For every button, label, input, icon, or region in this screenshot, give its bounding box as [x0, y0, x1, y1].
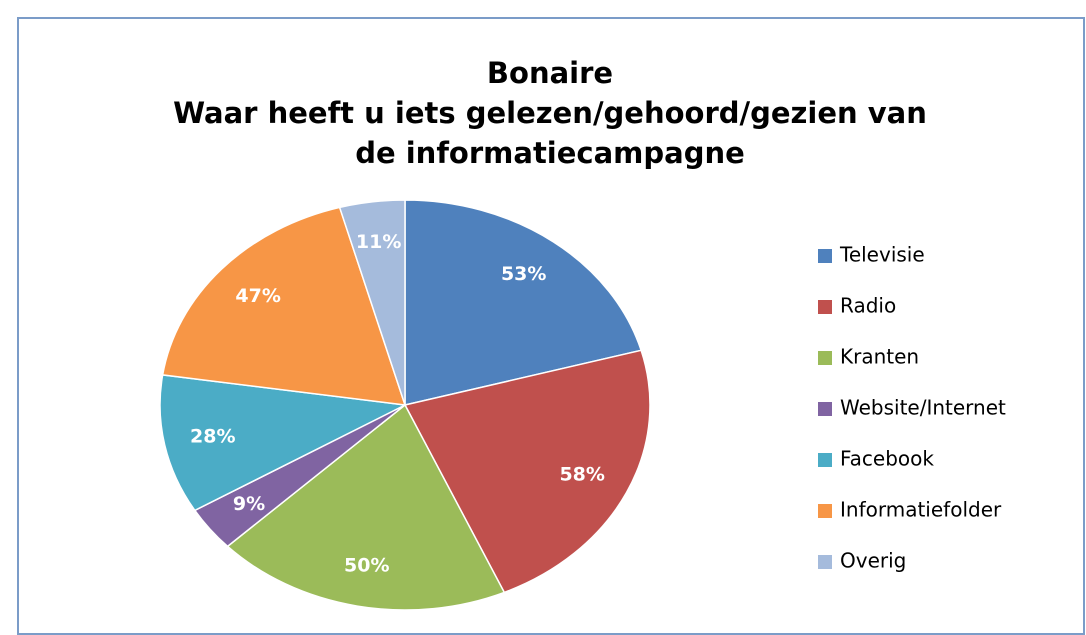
data-label: 50% [344, 554, 389, 576]
legend-swatch [818, 300, 832, 314]
data-label: 9% [233, 493, 265, 515]
chart-title: Bonaire [487, 56, 613, 90]
legend-label: Radio [840, 294, 896, 318]
legend-swatch [818, 504, 832, 518]
chart-title: de informatiecampagne [355, 136, 745, 170]
legend-swatch [818, 249, 832, 263]
pie-slice [403, 349, 651, 594]
legend-swatch [818, 351, 832, 365]
data-label: 11% [356, 231, 401, 253]
legend-swatch [818, 453, 832, 467]
chart-title: Waar heeft u iets gelezen/gehoord/gezien… [173, 96, 927, 130]
legend-swatch [818, 402, 832, 416]
pie-slice [226, 403, 506, 611]
legend-label: Overig [840, 549, 906, 573]
legend-label: Kranten [840, 345, 919, 369]
data-label: 53% [501, 263, 546, 285]
pie-slice [404, 199, 643, 406]
data-label: 28% [190, 425, 235, 447]
data-label: 58% [559, 464, 604, 486]
data-label: 47% [235, 285, 280, 307]
legend-label: Website/Internet [840, 396, 1006, 420]
pie-slice [159, 374, 408, 512]
legend-swatch [818, 555, 832, 569]
pie-slice [338, 199, 406, 406]
legend-label: Informatiefolder [840, 498, 1002, 522]
pie-slice [161, 206, 407, 406]
legend-label: Televisie [839, 243, 925, 267]
legend-label: Facebook [840, 447, 934, 471]
